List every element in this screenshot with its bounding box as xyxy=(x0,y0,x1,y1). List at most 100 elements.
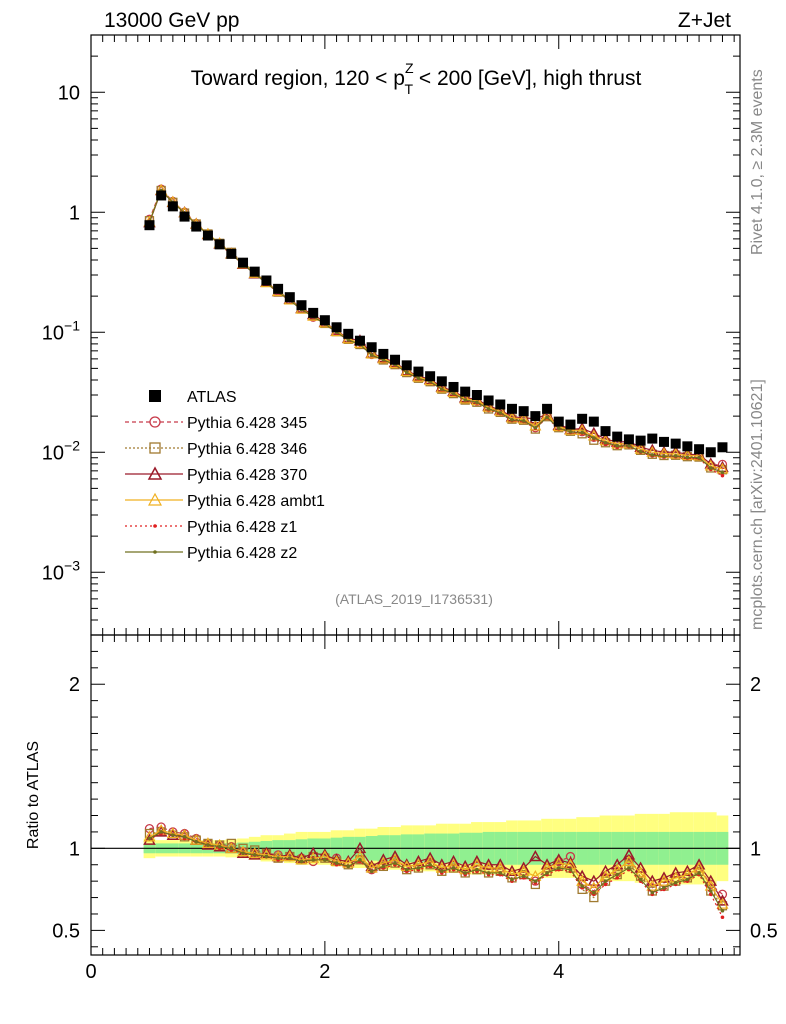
ratio-marker-5 xyxy=(381,864,386,869)
ratio-marker-5 xyxy=(533,879,538,883)
y-tick-label: 1 xyxy=(69,202,80,224)
ratio-marker-5 xyxy=(416,866,421,870)
data-point xyxy=(436,376,447,387)
ratio-marker-5 xyxy=(147,836,152,841)
ratio-marker-2 xyxy=(587,874,601,886)
ratio-marker-5 xyxy=(171,833,175,838)
mc-marker-5 xyxy=(486,407,491,411)
data-point xyxy=(366,342,377,353)
process-label: Z+Jet xyxy=(678,9,731,32)
ratio-marker-3 xyxy=(166,827,179,839)
ratio-marker-5 xyxy=(264,854,269,859)
ratio-layer xyxy=(91,812,740,920)
legend-marker-1 xyxy=(149,442,161,454)
ratio-marker-5 xyxy=(276,856,280,860)
ratio-marker-2 xyxy=(143,833,156,845)
ratio-marker-2 xyxy=(494,858,507,870)
ratio-line-4 xyxy=(149,832,723,918)
data-point xyxy=(226,248,237,259)
data-point xyxy=(471,390,482,400)
legend-label-2: Pythia 6.428 370 xyxy=(187,467,307,484)
y-tick-label: 10−1 xyxy=(42,317,80,344)
legend-marker-0 xyxy=(149,416,161,428)
data-point xyxy=(553,416,564,427)
mc-marker-5 xyxy=(381,358,386,362)
ratio-marker-5 xyxy=(206,843,210,847)
plot-title: Toward region, 120 < pZ T < 200 [GeV], hi… xyxy=(191,60,642,97)
ratio-marker-5 xyxy=(346,864,351,869)
mc-marker-5 xyxy=(545,415,549,420)
data-point xyxy=(658,436,669,447)
data-point xyxy=(261,275,272,286)
ratio-line-5 xyxy=(149,831,723,911)
data-point xyxy=(635,435,646,446)
ratio-marker-2 xyxy=(458,859,472,872)
ratio-marker-5 xyxy=(685,877,690,882)
ratio-marker-2 xyxy=(447,854,460,867)
ratio-marker-5 xyxy=(638,877,643,882)
ratio-marker-2 xyxy=(610,858,624,870)
ratio-marker-5 xyxy=(475,867,479,872)
mc-marker-5 xyxy=(451,391,456,396)
mc-marker-5 xyxy=(416,376,421,381)
ratio-marker-5 xyxy=(568,867,573,872)
data-point xyxy=(530,411,541,422)
data-point xyxy=(705,447,716,458)
y-tick-label: 10−2 xyxy=(42,437,80,464)
ratio-marker-2 xyxy=(646,874,659,886)
data-point xyxy=(612,431,623,442)
ratio-marker-5 xyxy=(708,889,713,893)
data-point xyxy=(179,211,190,222)
ratio-marker-2 xyxy=(564,856,577,868)
ratio-marker-5 xyxy=(673,880,678,885)
ratio-marker-5 xyxy=(358,858,362,862)
mc-line-4 xyxy=(148,189,723,477)
data-point xyxy=(214,239,225,250)
ratio-marker-5 xyxy=(556,866,561,870)
data-point xyxy=(401,360,412,371)
ratio-marker-2 xyxy=(634,861,647,873)
ratio-marker-5 xyxy=(615,872,620,877)
data-point xyxy=(378,348,389,359)
data-point xyxy=(682,441,693,452)
data-point xyxy=(518,406,529,417)
ratio-marker-5 xyxy=(650,890,655,895)
mcplots-label: mcplots.cern.ch [arXiv:2401.10621] xyxy=(749,379,766,630)
ratio-marker-2 xyxy=(435,858,449,870)
mc-marker-5 xyxy=(510,418,514,422)
mc-marker-5 xyxy=(650,453,655,457)
ratio-marker-3 xyxy=(283,850,296,862)
mc-marker-5 xyxy=(369,353,374,357)
mc-marker-5 xyxy=(603,440,608,445)
analysis-id: (ATLAS_2019_I1736531) xyxy=(335,591,493,607)
ratio-marker-2 xyxy=(529,849,542,862)
data-point xyxy=(191,221,202,232)
mc-marker-4 xyxy=(720,473,725,478)
data-point xyxy=(577,413,588,424)
ratio-marker-5 xyxy=(393,861,397,865)
ratio-marker-5 xyxy=(287,856,292,860)
ratio-marker-5 xyxy=(404,867,409,872)
ratio-ylabel: Ratio to ATLAS xyxy=(25,741,42,849)
mc-marker-5 xyxy=(592,436,596,440)
ratio-line-3 xyxy=(149,829,723,905)
ratio-marker-2 xyxy=(470,854,484,867)
legend-marker-3 xyxy=(147,492,163,506)
ratio-marker-5 xyxy=(498,871,503,875)
ratio-marker-5 xyxy=(369,869,374,874)
mc-marker-5 xyxy=(662,454,666,458)
ratio-marker-5 xyxy=(428,862,432,867)
ratio-marker-2 xyxy=(388,849,402,862)
ratio-y-tick-label-right: 0.5 xyxy=(750,920,778,942)
ratio-marker-5 xyxy=(159,830,163,834)
data-point xyxy=(167,201,178,212)
ratio-marker-2 xyxy=(517,861,530,873)
ratio-marker-3 xyxy=(295,853,308,865)
ratio-marker-2 xyxy=(412,854,425,867)
ratio-marker-3 xyxy=(236,845,250,857)
rivet-label: Rivet 4.1.0, ≥ 2.3M events xyxy=(749,69,766,255)
ratio-y-tick-label-right: 1 xyxy=(750,838,761,860)
main-layer xyxy=(143,183,729,478)
data-point xyxy=(565,419,576,430)
data-point xyxy=(542,403,553,414)
